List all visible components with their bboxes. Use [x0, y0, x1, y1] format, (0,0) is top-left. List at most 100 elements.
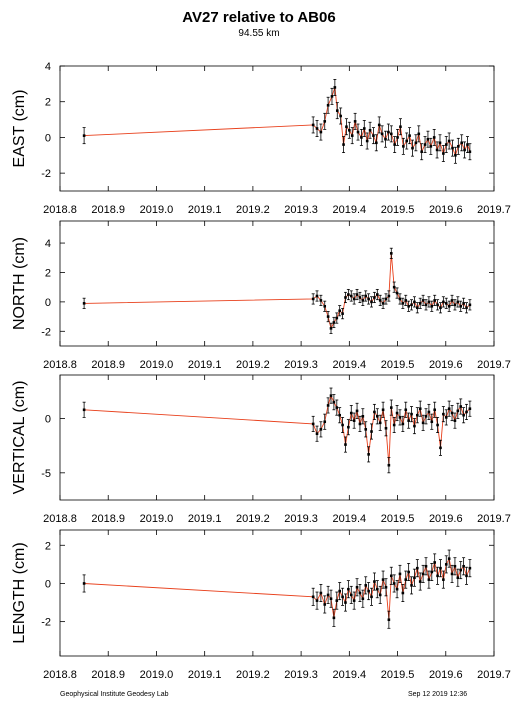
north-series-line — [84, 253, 470, 328]
vertical-xtick-label: 2019.7 — [477, 513, 511, 525]
east-xtick-label: 2019.2 — [236, 204, 270, 216]
vertical-data-point — [333, 401, 336, 404]
length-data-point — [350, 594, 353, 597]
vertical-data-point — [367, 453, 370, 456]
length-panel: -2 0 2 2018.8 2018.9 2019.0 2019.1 2019.2 2019.3… — [11, 530, 511, 681]
north-data-point — [364, 295, 367, 298]
east-data-point — [334, 86, 337, 89]
vertical-xtick-label: 2019.3 — [284, 513, 318, 525]
vertical-data-point — [451, 412, 454, 415]
north-ylabel: NORTH (cm) — [11, 237, 28, 330]
north-ytick-label: 4 — [45, 238, 51, 250]
length-data-point — [83, 582, 86, 585]
vertical-data-point — [364, 428, 367, 431]
east-data-point — [439, 141, 442, 144]
length-data-point — [459, 569, 462, 572]
length-data-point — [448, 557, 451, 560]
east-data-point — [408, 134, 411, 137]
east-data-point — [424, 143, 427, 146]
length-data-point — [333, 617, 336, 620]
vertical-data-point — [439, 447, 442, 450]
length-xtick-label: 2019.7 — [477, 669, 511, 681]
length-data-point — [390, 575, 393, 578]
length-data-point — [344, 601, 347, 604]
length-ytick-label: -2 — [41, 617, 51, 629]
vertical-data-point — [390, 406, 393, 409]
length-data-point — [347, 588, 350, 591]
north-data-point — [445, 302, 448, 305]
length-data-point — [327, 594, 330, 597]
north-data-point — [316, 295, 319, 298]
east-data-point — [393, 143, 396, 146]
north-data-point — [433, 299, 436, 302]
east-data-point — [469, 150, 472, 153]
north-data-point — [353, 298, 356, 301]
length-data-point — [338, 590, 341, 593]
vertical-ylabel: VERTICAL (cm) — [11, 381, 28, 495]
north-plot-frame — [60, 221, 494, 346]
vertical-data-point — [407, 419, 410, 422]
vertical-data-point — [402, 423, 405, 426]
east-data-point — [331, 95, 334, 98]
length-data-point — [393, 582, 396, 585]
north-data-point — [422, 299, 425, 302]
vertical-data-point — [465, 411, 468, 414]
length-data-point — [388, 618, 391, 621]
north-xtick-label: 2019.1 — [188, 359, 222, 371]
north-data-point — [338, 309, 341, 312]
east-ylabel: EAST (cm) — [11, 90, 28, 168]
north-xtick-label: 2019.0 — [140, 359, 174, 371]
east-xtick-label: 2019.1 — [188, 204, 222, 216]
vertical-data-point — [396, 412, 399, 415]
vertical-data-point — [388, 464, 391, 467]
north-data-point — [341, 312, 344, 315]
length-data-point — [465, 575, 468, 578]
length-data-point — [433, 561, 436, 564]
east-data-point — [381, 133, 384, 136]
vertical-data-point — [320, 428, 323, 431]
north-data-point — [448, 305, 451, 308]
length-data-point — [382, 578, 385, 581]
north-data-point — [393, 286, 396, 289]
north-data-point — [396, 292, 399, 295]
north-xtick-label: 2018.8 — [43, 359, 77, 371]
length-data-point — [316, 599, 319, 602]
vertical-xtick-label: 2019.1 — [188, 513, 222, 525]
north-panel: -2 0 2 4 2018.8 2018.9 2019.0 2019.1 2019.2 2019.… — [11, 221, 511, 371]
north-ytick-label: -2 — [41, 326, 51, 338]
north-data-point — [356, 293, 359, 296]
east-data-point — [417, 133, 420, 136]
vertical-xtick-label: 2018.9 — [91, 513, 125, 525]
north-xtick-label: 2019.2 — [236, 359, 270, 371]
length-data-point — [335, 599, 338, 602]
north-xtick-label: 2019.4 — [333, 359, 367, 371]
east-data-point — [460, 141, 463, 144]
length-data-point — [413, 576, 416, 579]
north-data-point — [407, 305, 410, 308]
length-data-point — [436, 575, 439, 578]
length-data-point — [457, 576, 460, 579]
east-ytick-label: 2 — [45, 97, 51, 109]
vertical-data-point — [359, 423, 362, 426]
north-data-point — [362, 299, 365, 302]
vertical-data-point — [404, 408, 407, 411]
vertical-data-point — [379, 422, 382, 425]
east-data-point — [363, 127, 366, 130]
east-xtick-label: 2019.4 — [333, 204, 367, 216]
east-data-point — [448, 140, 451, 143]
east-data-point — [372, 134, 375, 137]
north-xtick-label: 2019.7 — [477, 359, 511, 371]
vertical-data-point — [356, 410, 359, 413]
north-data-point — [320, 299, 323, 302]
length-data-point — [419, 580, 422, 583]
east-data-point — [405, 140, 408, 143]
east-ytick-label: 4 — [45, 61, 51, 73]
east-panel: -20242018.8 2018.9 2019.0 2019.1 2019.2 2019.… — [11, 61, 511, 216]
vertical-data-point — [413, 425, 416, 428]
length-xtick-label: 2018.8 — [43, 669, 77, 681]
footer-credit: Geophysical Institute Geodesy Lab — [60, 691, 169, 698]
length-plot-frame — [60, 530, 494, 656]
vertical-data-point — [399, 416, 402, 419]
east-data-point — [463, 149, 466, 152]
vertical-data-point — [425, 415, 428, 418]
